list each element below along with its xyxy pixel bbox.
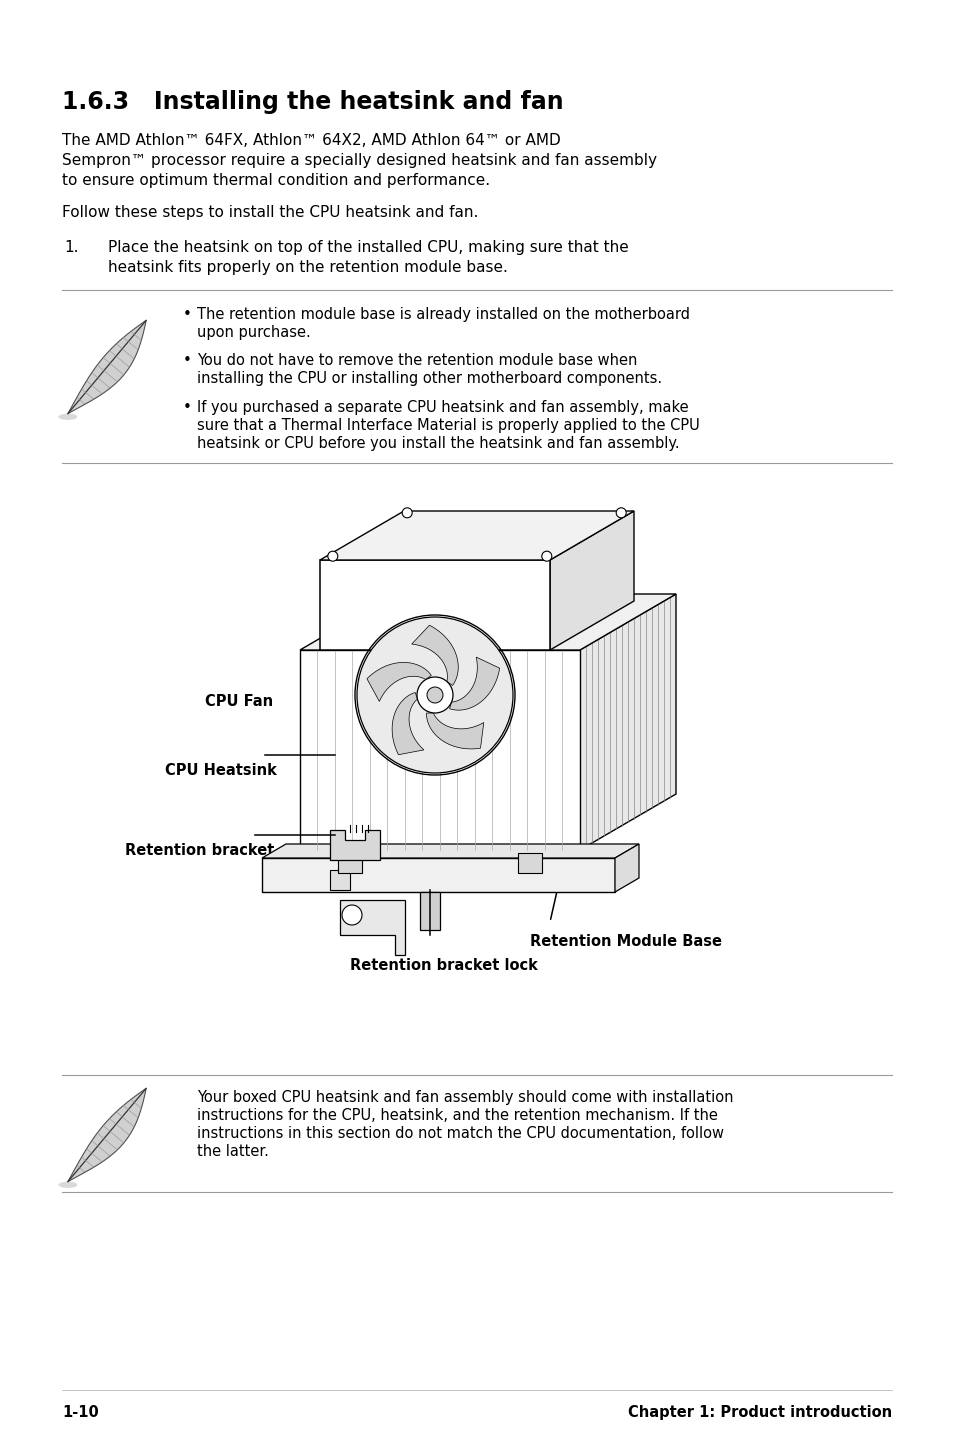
Polygon shape — [319, 559, 550, 650]
Polygon shape — [339, 900, 405, 955]
Polygon shape — [392, 693, 423, 755]
Text: heatsink fits properly on the retention module base.: heatsink fits properly on the retention … — [108, 260, 507, 275]
Polygon shape — [426, 713, 483, 749]
Text: 1.: 1. — [64, 240, 78, 255]
Text: You do not have to remove the retention module base when: You do not have to remove the retention … — [196, 352, 637, 368]
Circle shape — [402, 508, 412, 518]
Circle shape — [541, 551, 551, 561]
Polygon shape — [68, 1089, 146, 1182]
Polygon shape — [299, 594, 676, 650]
Text: to ensure optimum thermal condition and performance.: to ensure optimum thermal condition and … — [62, 173, 490, 188]
Polygon shape — [330, 870, 350, 890]
Text: Your boxed CPU heatsink and fan assembly should come with installation: Your boxed CPU heatsink and fan assembly… — [196, 1090, 733, 1104]
Text: The AMD Athlon™ 64FX, Athlon™ 64X2, AMD Athlon 64™ or AMD: The AMD Athlon™ 64FX, Athlon™ 64X2, AMD … — [62, 132, 560, 148]
Circle shape — [416, 677, 453, 713]
Text: instructions in this section do not match the CPU documentation, follow: instructions in this section do not matc… — [196, 1126, 723, 1140]
Text: installing the CPU or installing other motherboard components.: installing the CPU or installing other m… — [196, 371, 661, 385]
Circle shape — [328, 551, 337, 561]
Text: Retention bracket lock: Retention bracket lock — [350, 958, 537, 974]
Polygon shape — [615, 844, 639, 892]
Circle shape — [356, 617, 513, 774]
Text: the latter.: the latter. — [196, 1145, 269, 1159]
Polygon shape — [262, 858, 615, 892]
Text: Retention Module Base: Retention Module Base — [530, 935, 721, 949]
Ellipse shape — [58, 1182, 77, 1188]
Text: Follow these steps to install the CPU heatsink and fan.: Follow these steps to install the CPU he… — [62, 206, 477, 220]
Polygon shape — [262, 844, 639, 858]
Polygon shape — [579, 594, 676, 850]
Ellipse shape — [58, 414, 77, 420]
Circle shape — [616, 508, 625, 518]
Circle shape — [341, 905, 361, 925]
Text: 1-10: 1-10 — [62, 1405, 99, 1419]
Text: If you purchased a separate CPU heatsink and fan assembly, make: If you purchased a separate CPU heatsink… — [196, 400, 688, 416]
Polygon shape — [330, 830, 379, 860]
Text: instructions for the CPU, heatsink, and the retention mechanism. If the: instructions for the CPU, heatsink, and … — [196, 1109, 717, 1123]
Polygon shape — [367, 663, 431, 702]
Text: 1.6.3   Installing the heatsink and fan: 1.6.3 Installing the heatsink and fan — [62, 91, 563, 114]
Text: sure that a Thermal Interface Material is properly applied to the CPU: sure that a Thermal Interface Material i… — [196, 418, 699, 433]
Text: Place the heatsink on top of the installed CPU, making sure that the: Place the heatsink on top of the install… — [108, 240, 628, 255]
Polygon shape — [337, 853, 361, 873]
Text: •: • — [183, 400, 192, 416]
Polygon shape — [550, 510, 634, 650]
Text: Sempron™ processor require a specially designed heatsink and fan assembly: Sempron™ processor require a specially d… — [62, 152, 657, 168]
Polygon shape — [412, 626, 457, 686]
Text: •: • — [183, 352, 192, 368]
Polygon shape — [419, 892, 439, 930]
Text: upon purchase.: upon purchase. — [196, 325, 311, 339]
Polygon shape — [449, 657, 499, 710]
Circle shape — [427, 687, 442, 703]
Polygon shape — [68, 321, 146, 414]
Polygon shape — [517, 853, 541, 873]
Text: The retention module base is already installed on the motherboard: The retention module base is already ins… — [196, 306, 689, 322]
Text: Retention bracket: Retention bracket — [125, 843, 274, 858]
Polygon shape — [299, 650, 579, 850]
Polygon shape — [319, 510, 634, 559]
Text: Chapter 1: Product introduction: Chapter 1: Product introduction — [627, 1405, 891, 1419]
Text: •: • — [183, 306, 192, 322]
Text: CPU Heatsink: CPU Heatsink — [165, 764, 276, 778]
Text: heatsink or CPU before you install the heatsink and fan assembly.: heatsink or CPU before you install the h… — [196, 436, 679, 452]
Text: CPU Fan: CPU Fan — [205, 695, 273, 709]
